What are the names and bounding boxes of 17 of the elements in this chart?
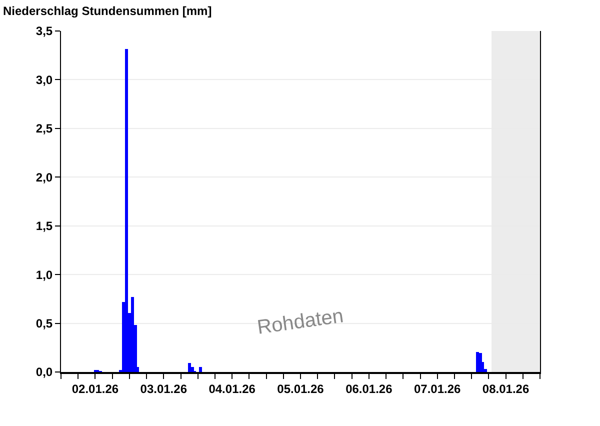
- y-tick-label: 2,5: [36, 122, 53, 136]
- x-tick-label: 02.01.26: [72, 382, 119, 396]
- x-tick-label: 04.01.26: [208, 382, 256, 396]
- x-tick-label: 05.01.26: [277, 382, 324, 396]
- annotation: Rohdaten: [256, 305, 345, 339]
- chart-title: Niederschlag Stundensummen [mm]: [3, 4, 212, 18]
- x-tick-label: 08.01.26: [482, 382, 530, 396]
- y-tick-label: 3,5: [36, 24, 53, 38]
- y-tick-label: 0,0: [36, 365, 53, 380]
- y-tick-label: 1,5: [36, 219, 53, 234]
- x-tick-label: 07.01.26: [414, 382, 462, 396]
- y-tick-label: 0,5: [36, 316, 53, 330]
- y-tick-label: 1,0: [36, 268, 53, 282]
- x-tick-label: 03.01.26: [140, 382, 188, 396]
- y-tick-label: 3,0: [36, 72, 53, 87]
- x-tick-label: 06.01.26: [346, 382, 393, 396]
- y-tick-label: 2,0: [36, 170, 53, 184]
